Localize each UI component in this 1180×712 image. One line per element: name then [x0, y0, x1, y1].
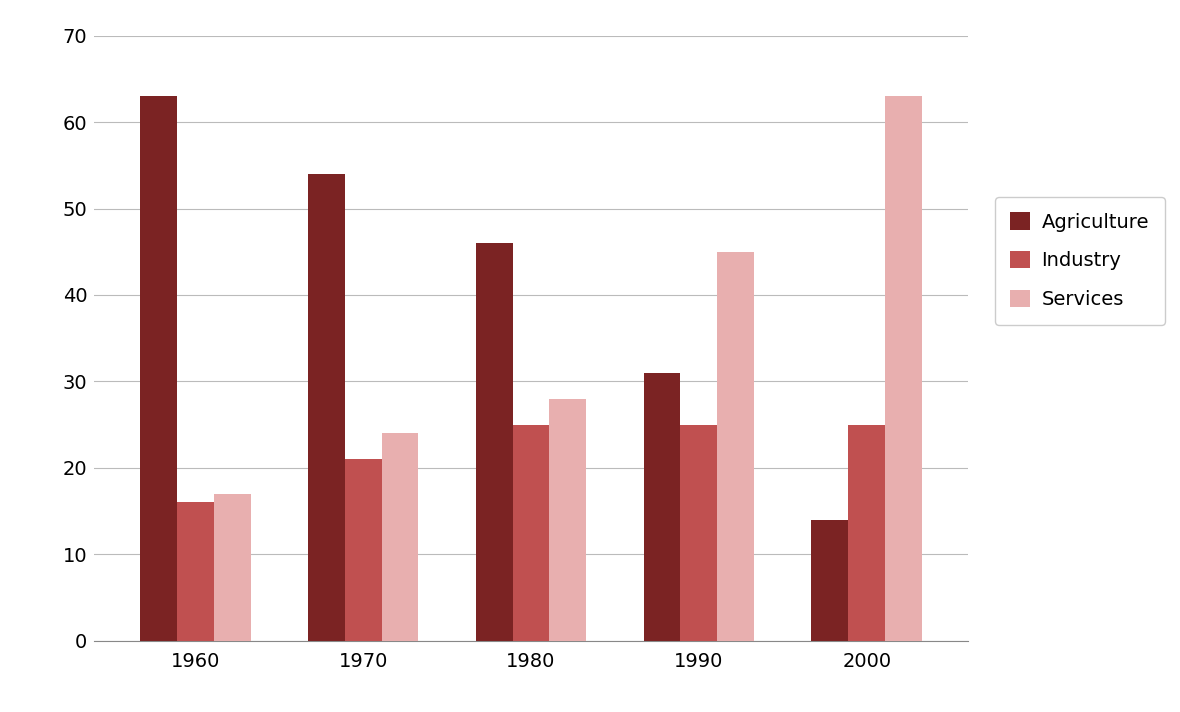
Bar: [381, 434, 419, 641]
Bar: [717, 252, 754, 641]
Bar: [214, 494, 250, 641]
Bar: [512, 424, 550, 641]
Bar: [550, 399, 586, 641]
Bar: [345, 459, 381, 641]
Bar: [643, 373, 681, 641]
Bar: [177, 503, 214, 641]
Bar: [812, 520, 848, 641]
Legend: Agriculture, Industry, Services: Agriculture, Industry, Services: [995, 197, 1165, 325]
Bar: [848, 424, 885, 641]
Bar: [139, 96, 177, 641]
Bar: [308, 174, 345, 641]
Bar: [681, 424, 717, 641]
Bar: [885, 96, 923, 641]
Bar: [476, 243, 512, 641]
